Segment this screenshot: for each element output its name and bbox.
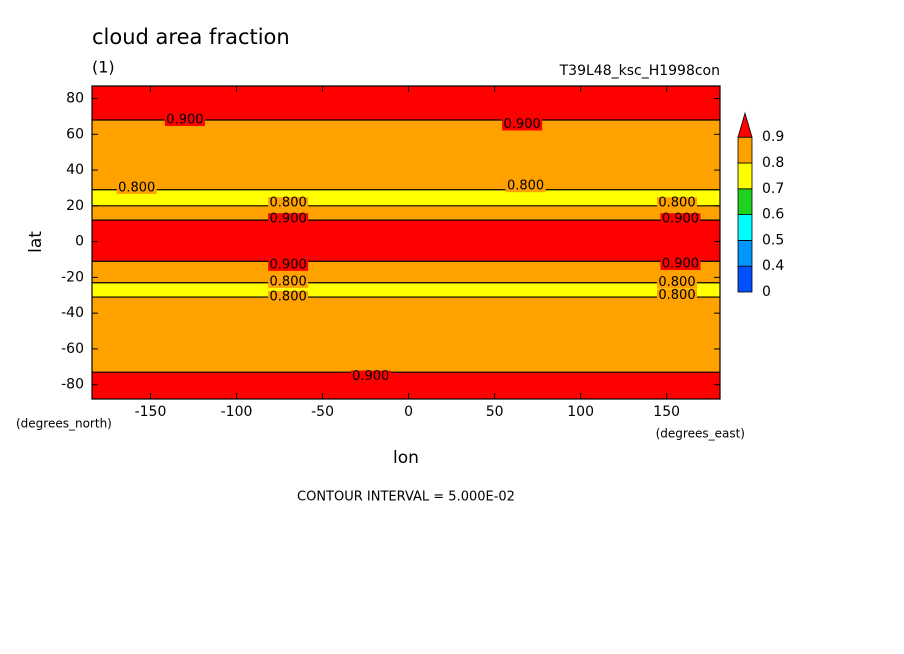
contour-label-bg <box>660 213 701 226</box>
y-tick-label: 60 <box>66 126 84 142</box>
contour-label-bg <box>268 291 309 304</box>
contour-band <box>92 372 720 399</box>
x-unit: (degrees_east) <box>656 427 745 441</box>
contour-label-bg <box>350 370 391 383</box>
contour-label: 0.900 <box>270 212 307 227</box>
contour-label-bg <box>656 276 697 289</box>
x-tick-label: -50 <box>311 404 334 420</box>
contour-label: 0.900 <box>270 257 307 272</box>
contour-label-bg <box>268 275 309 288</box>
colorbar-box <box>737 162 753 190</box>
y-tick-label: -20 <box>61 269 84 285</box>
colorbar-box <box>737 239 753 267</box>
x-tick-label: -150 <box>135 404 167 420</box>
contour-band <box>92 119 720 190</box>
y-tick-label: 80 <box>66 91 84 107</box>
contour-label: 0.800 <box>658 196 695 211</box>
contour-band <box>92 261 720 283</box>
contour-band <box>92 297 720 373</box>
contour-label-bg <box>656 197 697 210</box>
contour-label: 0.800 <box>270 290 307 305</box>
colorbar-label: 0.9 <box>762 129 784 145</box>
colorbar-label: 0 <box>762 284 771 300</box>
y-tick-label: -80 <box>61 377 84 393</box>
contour-label-bg <box>164 113 205 126</box>
colorbar-label: 0.4 <box>762 258 784 274</box>
contour-label: 0.800 <box>270 196 307 211</box>
y-tick-label: 0 <box>75 234 84 250</box>
contour-label-bg <box>268 213 309 226</box>
x-tick-label: 0 <box>404 404 413 420</box>
contour-band <box>92 205 720 221</box>
contour-label: 0.800 <box>118 180 155 195</box>
colorbar-label: 0.8 <box>762 155 784 171</box>
footer-note: CONTOUR INTERVAL = 5.000E-02 <box>297 490 515 505</box>
y-tick-label: 20 <box>66 198 84 214</box>
x-tick-label: -100 <box>221 404 253 420</box>
contour-label-bg <box>660 257 701 270</box>
contour-band <box>92 282 720 298</box>
y-unit: (degrees_north) <box>16 417 112 431</box>
x-tick-label: 50 <box>486 404 504 420</box>
y-tick-label: -60 <box>61 341 84 357</box>
contour-label-bg <box>268 197 309 210</box>
subtitle: (1) <box>92 58 115 77</box>
contour-label: 0.800 <box>658 275 695 290</box>
y-tick-label: 40 <box>66 162 84 178</box>
contour-label-bg <box>656 289 697 302</box>
contour-label: 0.900 <box>352 369 389 384</box>
contour-label: 0.900 <box>504 117 541 132</box>
contour-band <box>92 220 720 262</box>
colorbar-label: 0.6 <box>762 207 784 223</box>
contour-label: 0.900 <box>662 256 699 271</box>
contour-label-bg <box>116 181 157 194</box>
colorbar-box <box>737 188 753 216</box>
contour-label-bg <box>502 118 543 131</box>
x-tick-label: 150 <box>653 404 680 420</box>
contour-label: 0.800 <box>270 274 307 289</box>
contour-label: 0.800 <box>658 288 695 303</box>
colorbar-label: 0.7 <box>762 181 784 197</box>
colorbar-box <box>737 214 753 241</box>
run-label: T39L48_ksc_H1998con <box>559 63 720 79</box>
plot-frame <box>91 85 721 400</box>
y-tick-label: -40 <box>61 305 84 321</box>
contour-band <box>92 189 720 206</box>
colorbar-box <box>737 136 753 164</box>
colorbar-arrow <box>737 111 753 138</box>
y-axis-label: lat <box>26 231 46 253</box>
x-tick-label: 100 <box>567 404 594 420</box>
x-axis-label: lon <box>393 448 419 468</box>
contour-label: 0.900 <box>662 212 699 227</box>
chart-title: cloud area fraction <box>92 25 290 49</box>
contour-label: 0.800 <box>507 179 544 194</box>
contour-label-bg <box>268 258 309 271</box>
contour-label-bg <box>505 180 546 193</box>
colorbar-label: 0.5 <box>762 232 784 248</box>
contour-label: 0.900 <box>166 112 203 127</box>
colorbar-box <box>737 265 753 293</box>
